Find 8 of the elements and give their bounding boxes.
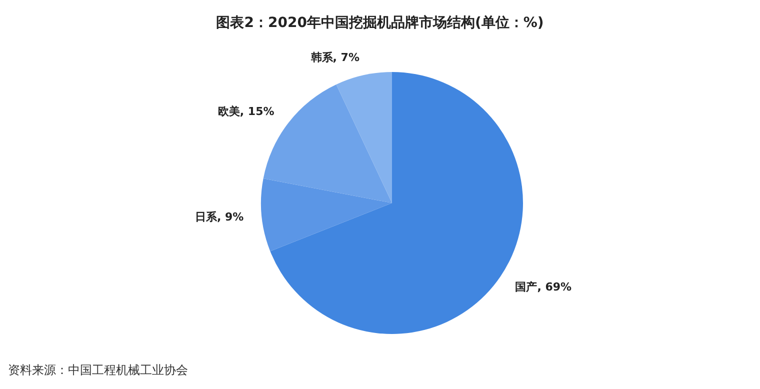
slice-label: 日系, 9% <box>194 210 244 224</box>
text: 资料来源：中国工程机械工业协会 <box>8 362 189 379</box>
pie-slice <box>336 72 392 203</box>
slice-label: 欧美, 15% <box>218 105 274 118</box>
chart-title: 图表2：2020年中国挖掘机品牌市场结构(单位：%) <box>215 14 545 33</box>
slice-label: 国产, 69% <box>515 280 572 294</box>
pie-slice <box>261 178 392 252</box>
slice-label: 韩系, 7% <box>310 51 360 64</box>
